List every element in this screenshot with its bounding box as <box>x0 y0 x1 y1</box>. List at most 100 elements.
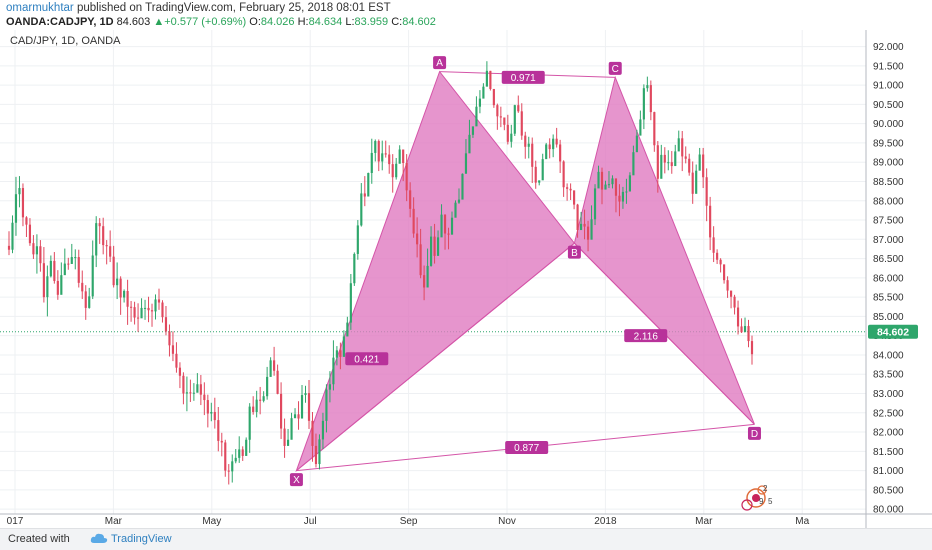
candle-body <box>273 360 276 371</box>
candle-body <box>719 259 722 265</box>
candle-body <box>325 389 328 421</box>
candle-body <box>593 188 597 220</box>
candle-body <box>283 428 286 446</box>
tradingview-logo[interactable]: TradingView <box>90 533 172 545</box>
candle-body <box>391 164 394 178</box>
candle-body <box>255 399 258 413</box>
candle-body <box>478 98 481 107</box>
ratio-label-box <box>345 352 389 366</box>
ratio-label-box <box>505 440 549 454</box>
candle-body <box>381 153 384 162</box>
candle-body <box>569 188 572 191</box>
close-value: 84.602 <box>402 16 436 28</box>
candle-body <box>743 326 747 333</box>
time-tick-label: Mar <box>105 516 123 527</box>
candle-body <box>164 317 168 332</box>
candle-body <box>506 124 509 142</box>
candle-body <box>49 260 52 277</box>
candle-body <box>566 187 569 189</box>
candle-body <box>199 384 202 395</box>
candle-body <box>471 126 475 135</box>
candle-body <box>63 263 66 276</box>
price-tick-label: 90.000 <box>873 119 904 130</box>
candle-body <box>656 145 659 179</box>
candle-body <box>632 152 635 176</box>
price-tick-label: 83.500 <box>873 370 904 381</box>
candle-body <box>157 299 161 303</box>
candle-body <box>412 208 415 234</box>
candle-body <box>126 290 129 307</box>
candle-body <box>688 158 691 173</box>
candle-body <box>712 237 715 253</box>
candle-body <box>147 307 150 311</box>
time-tick-label: Jul <box>304 516 317 527</box>
candle-body <box>454 202 457 218</box>
candle-body <box>95 223 98 256</box>
candle-body <box>32 243 35 255</box>
candle-body <box>702 154 705 178</box>
candle-body <box>370 152 373 174</box>
candle-body <box>182 375 185 394</box>
candle-body <box>597 171 600 189</box>
candle-body <box>653 112 656 146</box>
svg-text:5: 5 <box>768 497 773 506</box>
quote-line: OANDA:CADJPY, 1D 84.603 ▲+0.577 (+0.69%)… <box>6 16 436 28</box>
candle-body <box>426 265 429 288</box>
candle-body <box>485 70 488 87</box>
candle-body <box>231 461 234 472</box>
candle-body <box>621 191 625 202</box>
candle-body <box>468 134 471 154</box>
candle-body <box>7 245 11 250</box>
price-tick-label: 82.000 <box>873 428 904 439</box>
time-tick-label: Ma <box>795 516 809 527</box>
time-axis[interactable]: 017 Mar May Jul Sep Nov 2018 Mar Ma <box>7 516 810 527</box>
candle-body <box>409 190 412 209</box>
price-tick-label: 80.000 <box>873 505 904 516</box>
candle-body <box>293 414 297 419</box>
price-tick-label: 86.000 <box>873 273 904 284</box>
point-label-a: A <box>433 56 447 69</box>
candle-body <box>35 246 38 255</box>
candle-body <box>60 275 63 295</box>
candle-body <box>332 357 335 385</box>
price-tick-label: 90.500 <box>873 100 904 111</box>
candle-body <box>346 322 349 337</box>
candle-body <box>178 367 182 376</box>
candle-body <box>238 449 241 458</box>
candle-body <box>321 420 325 440</box>
candle-body <box>684 156 687 159</box>
candle-body <box>98 223 101 227</box>
candle-body <box>213 412 216 421</box>
price-tick-label: 82.500 <box>873 408 904 419</box>
point-label-d-text: D <box>751 429 758 440</box>
candle-body <box>646 85 649 89</box>
price-axis[interactable]: 92.000 91.500 91.000 90.500 90.000 89.500 89.0… <box>873 42 904 516</box>
candle-body <box>614 178 618 196</box>
candle-body <box>482 86 485 99</box>
candle-body <box>503 117 506 125</box>
candle-body <box>723 264 726 281</box>
candle-body <box>618 195 621 202</box>
open-value: 84.026 <box>260 16 295 28</box>
ratio-label: 0.877 <box>505 440 549 454</box>
footer-bar: Created with TradingView <box>0 528 932 550</box>
candle-body <box>674 151 677 167</box>
candle-body <box>339 350 342 357</box>
candle-body <box>276 370 279 394</box>
candle-body <box>109 246 112 257</box>
author-link[interactable]: omarmukhtar <box>6 2 74 14</box>
candle-body <box>555 138 558 145</box>
harmonic-pattern[interactable] <box>295 70 755 473</box>
candle-body <box>112 256 115 286</box>
candle-body <box>677 138 680 152</box>
candle-body <box>681 138 684 157</box>
price-chart[interactable]: 92.000 91.500 91.000 90.500 90.000 89.500 89.0… <box>0 30 932 528</box>
candle-body <box>538 180 541 183</box>
candle-body <box>531 143 534 167</box>
price-tick-label: 87.000 <box>873 235 904 246</box>
xb-ratio-line <box>296 242 575 471</box>
point-label-x-box <box>289 473 303 487</box>
candle-body <box>649 85 652 113</box>
candle-body <box>698 154 701 171</box>
candle-body <box>492 88 495 106</box>
